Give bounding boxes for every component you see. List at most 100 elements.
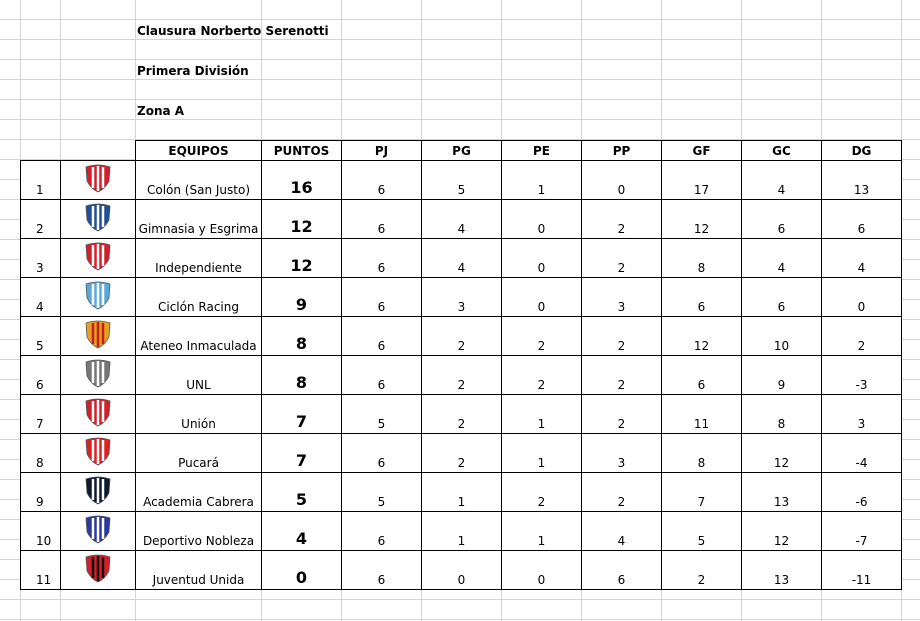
goal-difference: 6 bbox=[821, 199, 902, 239]
drawn: 0 bbox=[501, 199, 582, 239]
team-name: Academia Cabrera bbox=[135, 472, 262, 512]
lost: 3 bbox=[581, 433, 662, 473]
position: 2 bbox=[20, 199, 61, 239]
won: 1 bbox=[421, 472, 502, 512]
played: 6 bbox=[341, 277, 422, 317]
column-header: DG bbox=[821, 140, 902, 161]
goals-against: 8 bbox=[741, 394, 822, 434]
table-row[interactable]: 7 Unión 7 5 2 1 2 11 8 3 bbox=[20, 394, 902, 434]
position: 4 bbox=[20, 277, 61, 317]
table-row[interactable]: 10 Deportivo Nobleza 4 6 1 1 4 5 12 -7 bbox=[20, 511, 902, 551]
won: 0 bbox=[421, 550, 502, 590]
pucara-logo-icon bbox=[60, 433, 136, 473]
points: 9 bbox=[261, 277, 342, 317]
drawn: 1 bbox=[501, 160, 582, 200]
position: 8 bbox=[20, 433, 61, 473]
drawn: 0 bbox=[501, 550, 582, 590]
drawn: 1 bbox=[501, 511, 582, 551]
won: 1 bbox=[421, 511, 502, 551]
lost: 2 bbox=[581, 472, 662, 512]
team-name: Ateneo Inmaculada bbox=[135, 316, 262, 356]
won: 2 bbox=[421, 394, 502, 434]
table-row[interactable]: 1 Colón (San Justo) 16 6 5 1 0 17 4 13 bbox=[20, 160, 902, 200]
column-header: PJ bbox=[341, 140, 422, 161]
lost: 4 bbox=[581, 511, 662, 551]
team-name: Unión bbox=[135, 394, 262, 434]
goals-for: 11 bbox=[661, 394, 742, 434]
drawn: 2 bbox=[501, 472, 582, 512]
academia-logo-icon bbox=[60, 472, 136, 512]
played: 6 bbox=[341, 238, 422, 278]
position: 7 bbox=[20, 394, 61, 434]
played: 6 bbox=[341, 355, 422, 395]
division-title: Primera División bbox=[137, 64, 249, 78]
won: 4 bbox=[421, 238, 502, 278]
points: 7 bbox=[261, 394, 342, 434]
points: 8 bbox=[261, 316, 342, 356]
team-name: Juventud Unida bbox=[135, 550, 262, 590]
goal-difference: 4 bbox=[821, 238, 902, 278]
lost: 3 bbox=[581, 277, 662, 317]
team-name: Pucará bbox=[135, 433, 262, 473]
standings-table: EQUIPOS PUNTOS PJ PG PE PP GF GC DG 1 Colón (San J… bbox=[20, 140, 902, 590]
goal-difference: -6 bbox=[821, 472, 902, 512]
lost: 6 bbox=[581, 550, 662, 590]
points: 7 bbox=[261, 433, 342, 473]
drawn: 0 bbox=[501, 277, 582, 317]
independiente-shield-icon bbox=[60, 238, 136, 278]
union-shield-icon bbox=[60, 394, 136, 434]
table-row[interactable]: 8 Pucará 7 6 2 1 3 8 12 -4 bbox=[20, 433, 902, 473]
lost: 2 bbox=[581, 238, 662, 278]
column-header: GF bbox=[661, 140, 742, 161]
table-row[interactable]: 4 Ciclón Racing 9 6 3 0 3 6 6 0 bbox=[20, 277, 902, 317]
table-row[interactable]: 11 Juventud Unida 0 6 0 0 6 2 13 -11 bbox=[20, 550, 902, 590]
drawn: 1 bbox=[501, 394, 582, 434]
lost: 0 bbox=[581, 160, 662, 200]
goal-difference: -7 bbox=[821, 511, 902, 551]
goals-against: 13 bbox=[741, 550, 822, 590]
won: 4 bbox=[421, 199, 502, 239]
table-row[interactable]: 2 Gimnasia y Esgrima 12 6 4 0 2 12 6 6 bbox=[20, 199, 902, 239]
played: 5 bbox=[341, 394, 422, 434]
nobleza-shield-icon bbox=[60, 511, 136, 551]
column-header: EQUIPOS bbox=[135, 140, 262, 161]
played: 6 bbox=[341, 433, 422, 473]
goal-difference: 13 bbox=[821, 160, 902, 200]
juventud-shield-icon bbox=[60, 550, 136, 590]
table-row[interactable]: 5 Ateneo Inmaculada 8 6 2 2 2 12 10 2 bbox=[20, 316, 902, 356]
played: 6 bbox=[341, 511, 422, 551]
position: 3 bbox=[20, 238, 61, 278]
drawn: 2 bbox=[501, 355, 582, 395]
played: 6 bbox=[341, 316, 422, 356]
goal-difference: 3 bbox=[821, 394, 902, 434]
goals-for: 2 bbox=[661, 550, 742, 590]
drawn: 0 bbox=[501, 238, 582, 278]
table-row[interactable]: 6 UNL 8 6 2 2 2 6 9 -3 bbox=[20, 355, 902, 395]
goal-difference: -11 bbox=[821, 550, 902, 590]
tournament-title: Clausura Norberto Serenotti bbox=[137, 24, 329, 38]
gridline bbox=[901, 0, 902, 621]
goals-for: 6 bbox=[661, 277, 742, 317]
drawn: 2 bbox=[501, 316, 582, 356]
table-row[interactable]: 9 Academia Cabrera 5 5 1 2 2 7 13 -6 bbox=[20, 472, 902, 512]
lost: 2 bbox=[581, 316, 662, 356]
points: 0 bbox=[261, 550, 342, 590]
goals-for: 7 bbox=[661, 472, 742, 512]
goals-for: 8 bbox=[661, 238, 742, 278]
colon-shield-icon bbox=[60, 160, 136, 200]
goals-for: 5 bbox=[661, 511, 742, 551]
racing-shield-icon bbox=[60, 277, 136, 317]
points: 8 bbox=[261, 355, 342, 395]
zone-title: Zona A bbox=[137, 104, 185, 118]
lost: 2 bbox=[581, 199, 662, 239]
played: 6 bbox=[341, 199, 422, 239]
goal-difference: -3 bbox=[821, 355, 902, 395]
table-row[interactable]: 3 Independiente 12 6 4 0 2 8 4 4 bbox=[20, 238, 902, 278]
team-name: UNL bbox=[135, 355, 262, 395]
points: 12 bbox=[261, 199, 342, 239]
goals-against: 4 bbox=[741, 160, 822, 200]
goals-against: 13 bbox=[741, 472, 822, 512]
column-header: PE bbox=[501, 140, 582, 161]
played: 6 bbox=[341, 160, 422, 200]
team-name: Deportivo Nobleza bbox=[135, 511, 262, 551]
